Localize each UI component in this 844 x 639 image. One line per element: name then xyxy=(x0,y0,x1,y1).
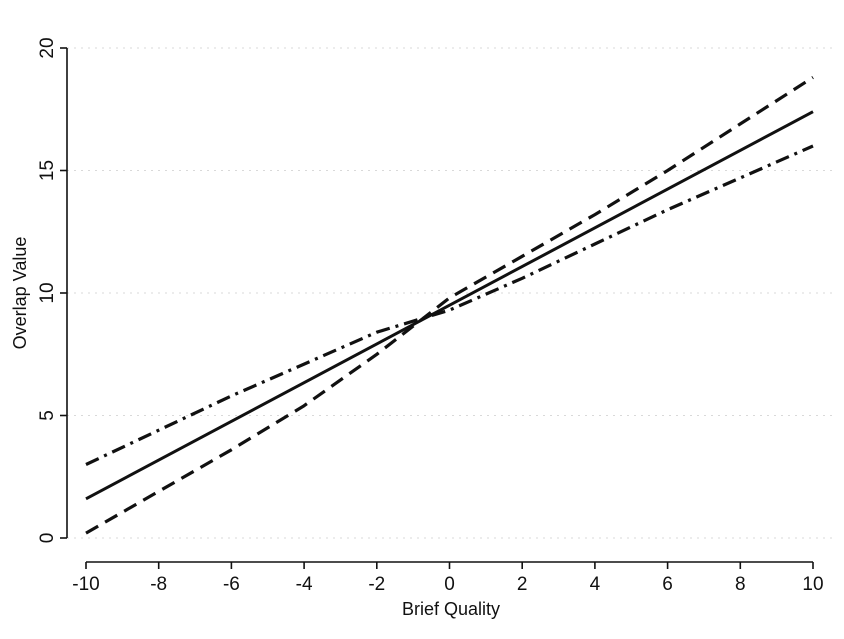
x-tick-label: -6 xyxy=(223,574,240,595)
x-tick-label: 4 xyxy=(590,574,601,595)
series-line-solid xyxy=(85,110,814,501)
series-lines xyxy=(85,76,814,535)
series-line-dashed xyxy=(85,76,814,535)
y-tick-label: 20 xyxy=(37,37,58,58)
y-tick-label: 15 xyxy=(37,160,58,181)
x-tick-label: -10 xyxy=(72,574,99,595)
y-tick-label: 5 xyxy=(37,410,58,421)
x-tick-label: -8 xyxy=(150,574,167,595)
x-tick-label: 8 xyxy=(735,574,746,595)
x-tick-label: -4 xyxy=(296,574,313,595)
axes xyxy=(60,47,814,569)
x-tick-label: -2 xyxy=(368,574,385,595)
y-tick-label: 0 xyxy=(37,533,58,544)
x-axis-label: Brief Quality xyxy=(402,599,500,619)
tick-labels: 0 5 10 15 20 -10 -8 -6 -4 -2 0 2 4 6 8 10 xyxy=(37,37,824,595)
grid-lines xyxy=(67,47,833,539)
x-tick-label: 2 xyxy=(517,574,528,595)
y-tick-label: 10 xyxy=(37,282,58,303)
x-tick-label: 0 xyxy=(444,574,455,595)
x-tick-label: 10 xyxy=(802,574,823,595)
y-axis-label: Overlap Value xyxy=(10,237,30,350)
x-tick-label: 6 xyxy=(662,574,673,595)
